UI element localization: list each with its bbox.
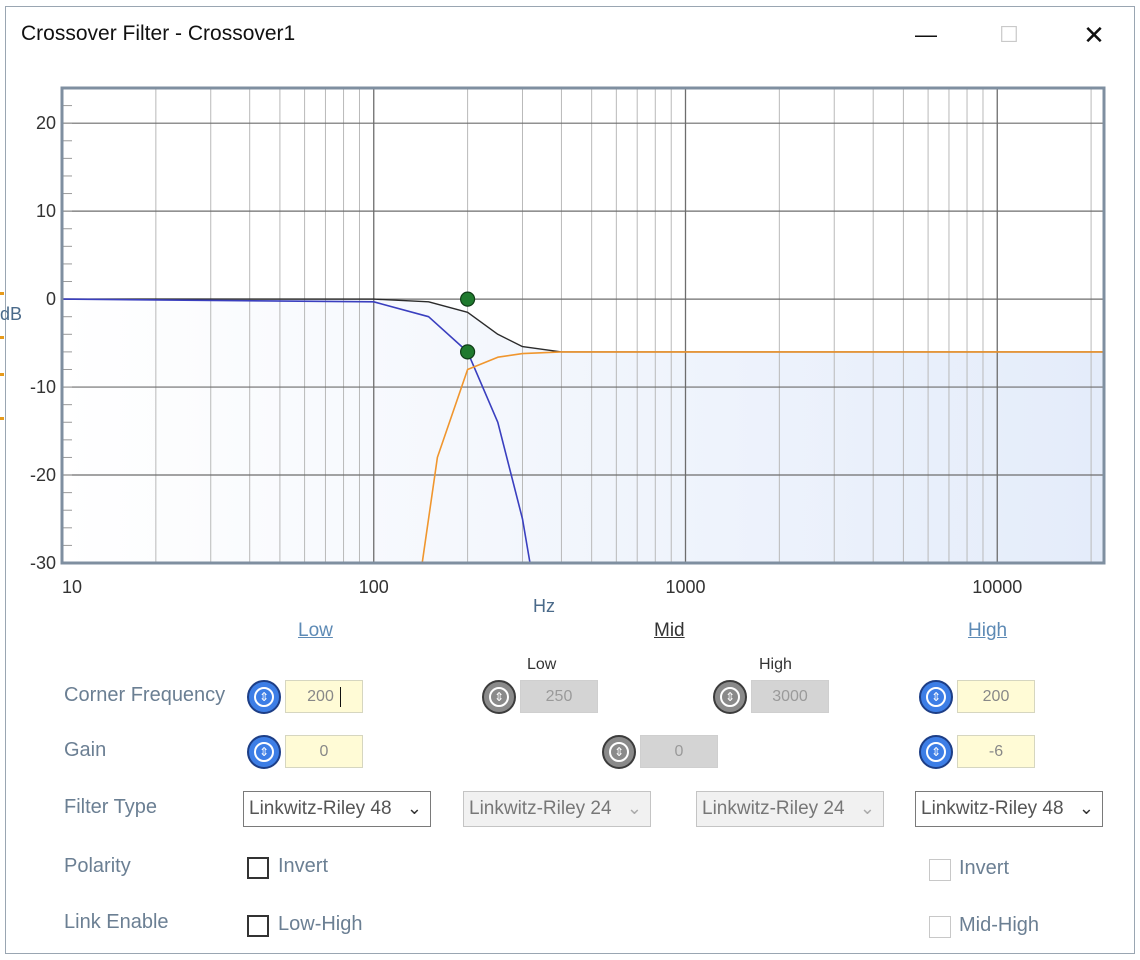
mid-high-link-label: Mid-High <box>959 914 1040 936</box>
minimize-button[interactable]: — <box>915 22 937 47</box>
title-bar[interactable]: Crossover Filter - Crossover1 — ☐ ✕ <box>6 7 1134 63</box>
low-freq-adjust-icon[interactable]: ⇕ <box>247 680 281 714</box>
section-low-link[interactable]: Low <box>298 620 333 641</box>
maximize-button[interactable]: ☐ <box>999 22 1019 47</box>
x-tick-label: 10000 <box>972 577 1022 597</box>
y-axis-label: dB <box>0 304 22 324</box>
series-line-0 <box>62 298 1104 353</box>
mid-low-label: Low <box>527 656 557 673</box>
high-gain-input[interactable]: -6 <box>957 735 1035 768</box>
mid-low-filter-type-select: Linkwitz-Riley 24 ⌄ <box>463 791 651 827</box>
low-gain-adjust-icon[interactable]: ⇕ <box>247 735 281 769</box>
response-fill <box>62 299 1104 563</box>
filter-type-label: Filter Type <box>64 796 157 818</box>
high-filter-type-value: Linkwitz-Riley 48 <box>921 798 1064 819</box>
chevron-down-icon: ⌄ <box>1078 798 1094 818</box>
link-enable-label: Link Enable <box>64 911 169 933</box>
high-gain-adjust-icon[interactable]: ⇕ <box>919 735 953 769</box>
low-high-link-checkbox[interactable] <box>247 915 269 937</box>
high-filter-type-select[interactable]: Linkwitz-Riley 48 ⌄ <box>915 791 1103 827</box>
mid-low-freq-adjust-icon: ⇕ <box>482 680 516 714</box>
y-tick-label: 10 <box>36 201 56 221</box>
low-invert-checkbox[interactable] <box>247 857 269 879</box>
edge-marker <box>0 336 4 339</box>
section-high-link[interactable]: High <box>968 620 1008 641</box>
low-invert-label[interactable]: Invert <box>278 855 329 877</box>
chevron-down-icon: ⌄ <box>626 798 642 818</box>
x-tick-label: 1000 <box>665 577 705 597</box>
mid-high-filter-type-select: Linkwitz-Riley 24 ⌄ <box>696 791 884 827</box>
low-freq-input[interactable]: 200 <box>285 680 363 713</box>
edge-marker <box>0 373 4 376</box>
text-caret <box>339 686 341 707</box>
corner-frequency-label: Corner Frequency <box>64 684 226 706</box>
y-tick-label: 0 <box>46 289 56 309</box>
window-title: Crossover Filter - Crossover1 <box>21 22 296 45</box>
series-line-2 <box>421 351 1104 564</box>
x-tick-label: 10 <box>62 577 82 597</box>
low-filter-type-value: Linkwitz-Riley 48 <box>249 798 392 819</box>
chevron-down-icon: ⌄ <box>859 798 875 818</box>
y-tick-label: -10 <box>30 377 56 397</box>
mid-gain-input: 0 <box>640 735 718 768</box>
mid-high-freq-input: 3000 <box>751 680 829 713</box>
mid-gain-adjust-icon: ⇕ <box>602 735 636 769</box>
high-freq-adjust-icon[interactable]: ⇕ <box>919 680 953 714</box>
high-invert-checkbox <box>929 859 951 881</box>
x-tick-label: 100 <box>359 577 389 597</box>
y-tick-label: -20 <box>30 465 56 485</box>
high-invert-label: Invert <box>959 857 1010 879</box>
crossover-handle-1 <box>459 344 476 360</box>
mid-high-label: High <box>759 656 792 673</box>
x-axis-label: Hz <box>533 596 555 616</box>
polarity-label: Polarity <box>64 855 131 877</box>
low-gain-input[interactable]: 0 <box>285 735 363 768</box>
high-freq-input[interactable]: 200 <box>957 680 1035 713</box>
low-freq-value: 200 <box>307 687 334 705</box>
mid-high-freq-adjust-icon: ⇕ <box>713 680 747 714</box>
chevron-down-icon: ⌄ <box>406 798 422 818</box>
edge-marker <box>0 417 4 420</box>
mid-low-filter-type-value: Linkwitz-Riley 24 <box>469 798 612 819</box>
mid-high-filter-type-value: Linkwitz-Riley 24 <box>702 798 845 819</box>
mid-low-freq-input: 250 <box>520 680 598 713</box>
y-tick-label: 20 <box>36 113 56 133</box>
section-mid-link[interactable]: Mid <box>654 620 685 641</box>
close-button[interactable]: ✕ <box>1083 19 1105 50</box>
plot-frame <box>60 86 1106 565</box>
low-high-link-label[interactable]: Low-High <box>278 913 363 935</box>
y-tick-label: -30 <box>30 553 56 573</box>
crossover-handle-0 <box>459 291 476 307</box>
gain-label: Gain <box>64 739 107 761</box>
mid-high-link-checkbox <box>929 916 951 938</box>
edge-marker <box>0 292 4 295</box>
low-filter-type-select[interactable]: Linkwitz-Riley 48 ⌄ <box>243 791 431 827</box>
